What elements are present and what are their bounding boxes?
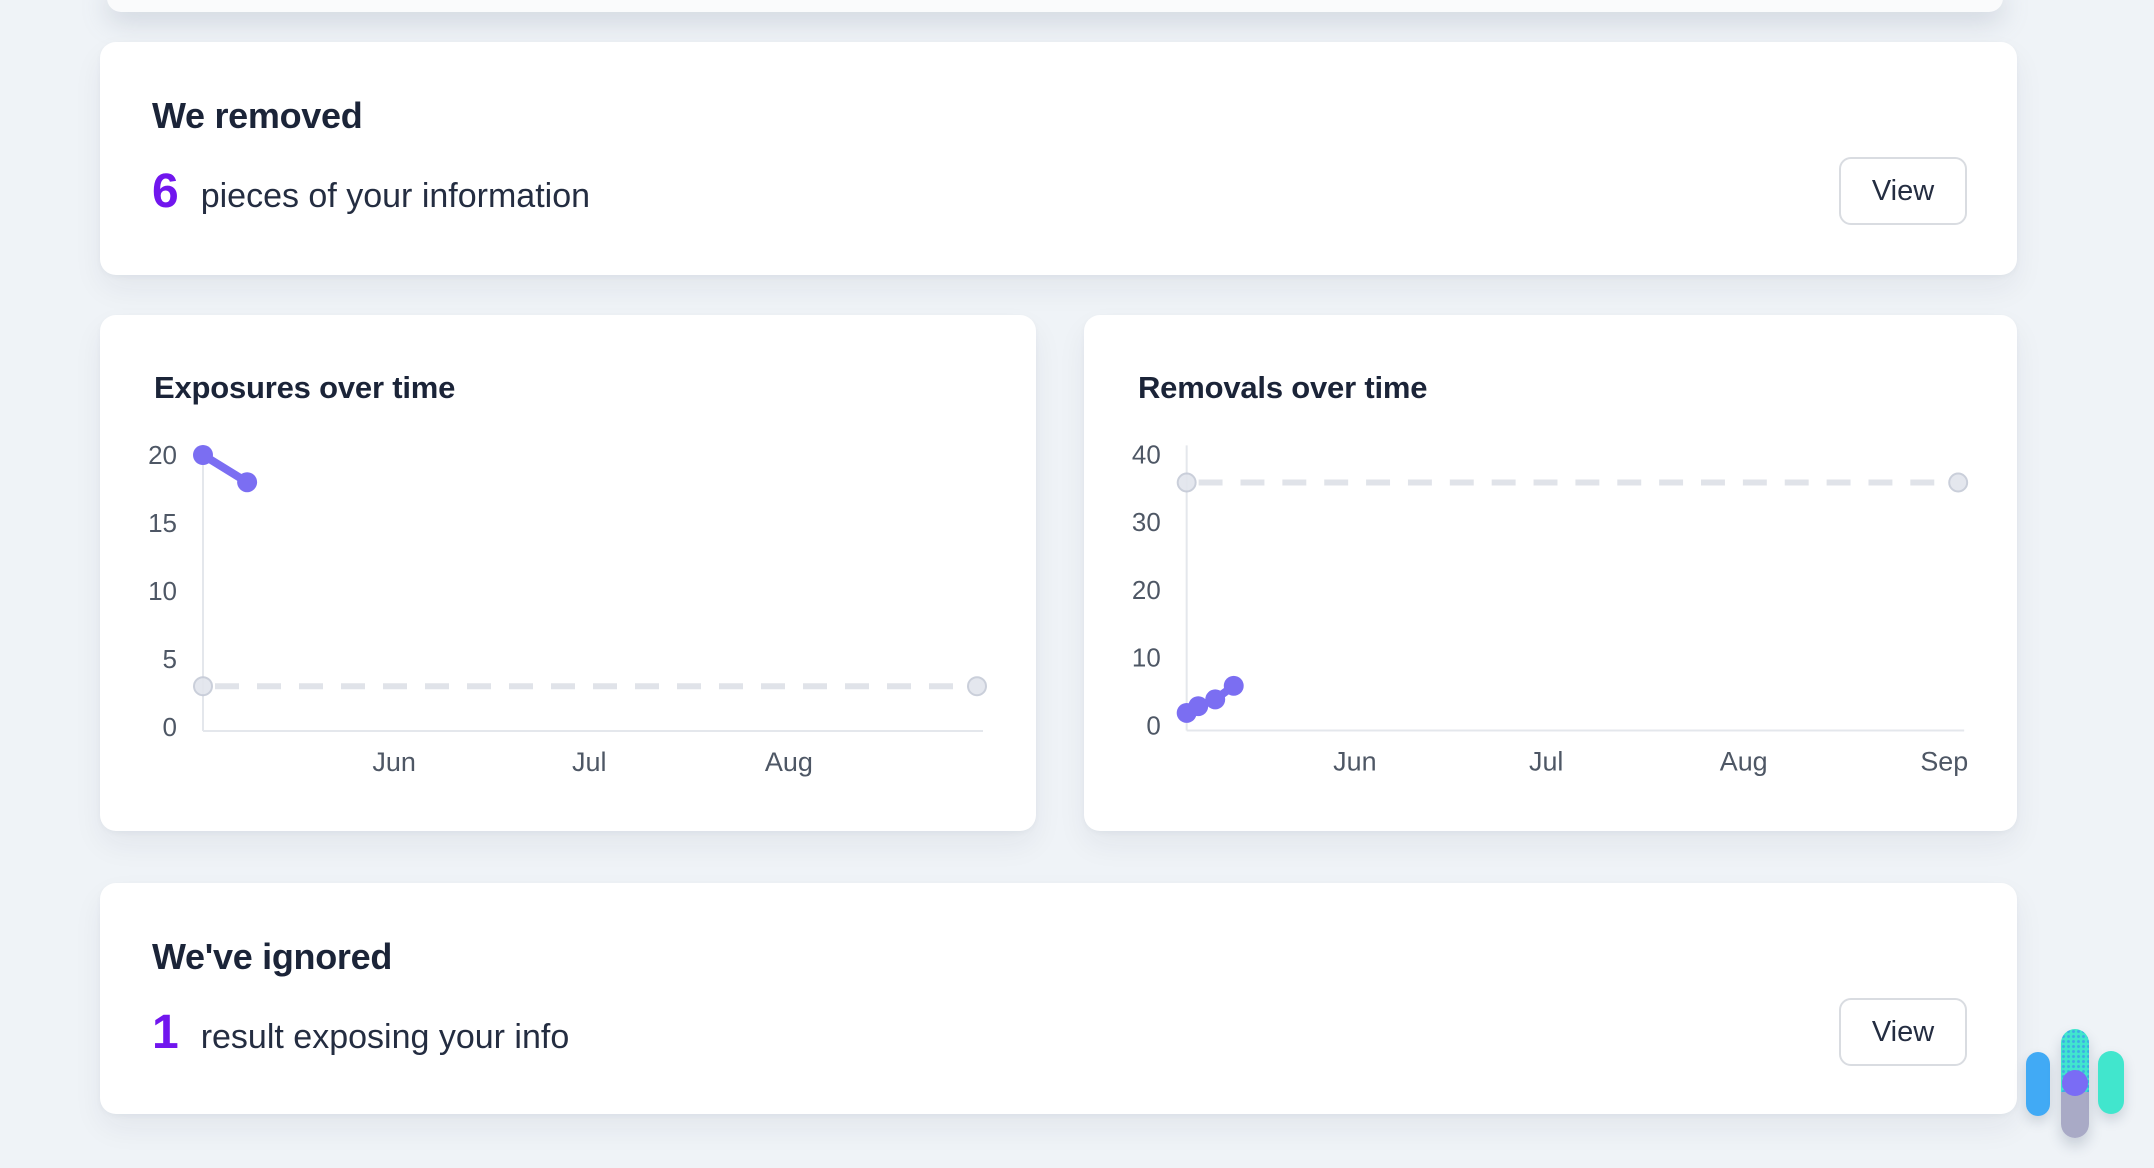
exposures-chart-card: Exposures over time 20 15 10 5 0 Jun Jul Aug <box>100 315 1036 831</box>
removals-chart-title: Removals over time <box>1138 370 1428 405</box>
view-ignored-button[interactable]: View <box>1839 998 1967 1066</box>
y-tick-label: 40 <box>1132 441 1161 469</box>
x-tick-label: Aug <box>765 747 813 777</box>
exposures-chart: 20 15 10 5 0 Jun Jul Aug <box>100 315 1036 831</box>
series-point <box>1188 696 1209 717</box>
y-tick-label: 5 <box>163 644 177 674</box>
x-tick-label: Sep <box>1920 746 1968 776</box>
removed-summary-card: We removed 6 pieces of your information … <box>100 42 2017 275</box>
baseline-endpoint-icon <box>193 676 213 697</box>
brand-bar-purple-dot-icon <box>2062 1070 2088 1096</box>
ignored-summary-card: We've ignored 1 result exposing your inf… <box>100 883 2017 1114</box>
brand-bar-teal <box>2098 1051 2124 1114</box>
removals-chart-card: Removals over time 40 30 20 10 0 Jun Jul Aug Sep <box>1084 315 2017 831</box>
x-tick-label: Jun <box>372 747 416 777</box>
series-point <box>193 445 213 465</box>
removals-chart-svg: 40 30 20 10 0 Jun Jul Aug Sep <box>1132 441 1969 776</box>
brand-bars-widget[interactable] <box>2026 1029 2124 1140</box>
ignored-card-title: We've ignored <box>152 936 393 977</box>
x-tick-label: Jul <box>572 747 607 777</box>
removed-count-label: pieces of your information <box>200 177 591 215</box>
removed-count-line: 6 pieces of your information <box>152 168 1797 216</box>
baseline-endpoint-icon <box>967 676 987 697</box>
x-tick-label: Jul <box>1529 746 1563 776</box>
series-point <box>1205 689 1226 710</box>
y-tick-label: 20 <box>148 440 177 470</box>
y-tick-label: 0 <box>163 712 177 742</box>
previous-card-bottom-edge <box>107 0 2003 12</box>
removals-chart: 40 30 20 10 0 Jun Jul Aug Sep <box>1084 315 2017 831</box>
y-tick-label: 15 <box>148 508 177 538</box>
x-tick-label: Aug <box>1720 746 1768 776</box>
x-tick-label: Jun <box>1333 746 1376 776</box>
y-tick-label: 10 <box>148 576 177 606</box>
exposures-chart-svg: 20 15 10 5 0 Jun Jul Aug <box>148 440 987 777</box>
y-tick-label: 30 <box>1132 509 1161 537</box>
brand-bar-blue <box>2026 1052 2050 1116</box>
removed-count: 6 <box>152 165 179 218</box>
series-point <box>1223 675 1244 696</box>
baseline-endpoint-icon <box>1176 472 1197 493</box>
baseline-endpoint-icon <box>1948 472 1969 493</box>
brand-bar-gray <box>2061 1092 2089 1138</box>
ignored-count-line: 1 result exposing your info <box>152 1009 1797 1057</box>
y-tick-label: 10 <box>1132 645 1161 673</box>
exposures-chart-title: Exposures over time <box>154 370 456 405</box>
y-tick-label: 20 <box>1132 577 1161 605</box>
removed-summary-content: We removed 6 pieces of your information <box>152 98 1797 216</box>
removed-card-title: We removed <box>152 95 363 136</box>
brand-bar-middle <box>2061 1029 2089 1138</box>
ignored-count-label: result exposing your info <box>200 1018 570 1056</box>
ignored-count: 1 <box>152 1006 179 1059</box>
ignored-summary-content: We've ignored 1 result exposing your inf… <box>152 939 1797 1057</box>
view-removed-button[interactable]: View <box>1839 157 1967 225</box>
y-tick-label: 0 <box>1146 713 1160 741</box>
series-point <box>237 472 258 493</box>
